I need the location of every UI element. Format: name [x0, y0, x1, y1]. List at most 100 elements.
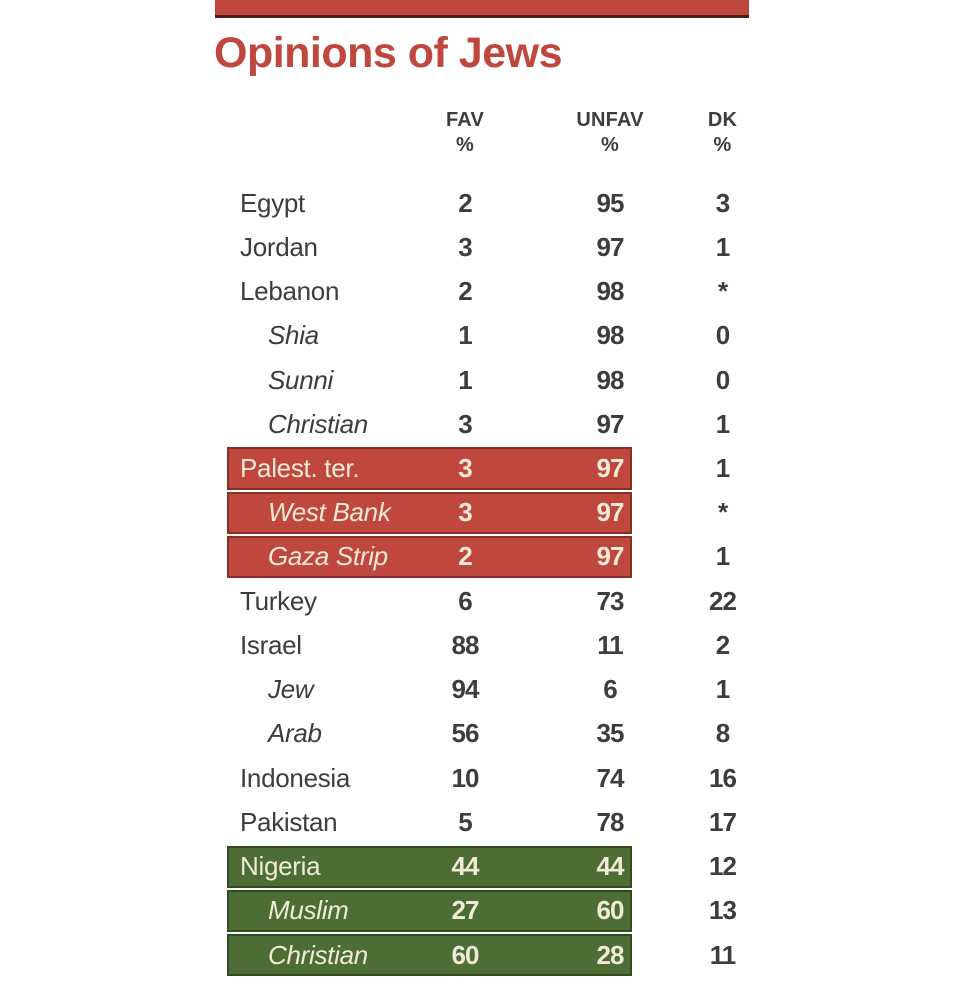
row-label: Palest. ter.	[240, 453, 360, 484]
row-label: Arab	[268, 718, 322, 749]
dk-value: 8	[715, 718, 731, 749]
table-header: FAV % UNFAV % DK %	[227, 108, 755, 166]
dk-value: 3	[715, 187, 731, 218]
page-title: Opinions of Jews	[214, 29, 563, 77]
dk-value: 22	[709, 585, 737, 616]
row-label: Gaza Strip	[268, 541, 388, 572]
fav-value: 5	[458, 806, 473, 837]
table-row: Turkey 6 73 22	[227, 579, 755, 623]
row-label: Christian	[268, 939, 368, 970]
unfav-value: 73	[596, 585, 625, 616]
fav-value: 3	[458, 453, 473, 484]
fav-value: 3	[458, 231, 473, 262]
table-row: Jew 94 6 1	[227, 668, 755, 712]
table-rows: Egypt 2 95 3 Jordan 3 97 1 Lebanon 2	[227, 181, 755, 978]
row-label: Nigeria	[240, 851, 321, 882]
column-header-unit: %	[713, 134, 732, 156]
fav-value: 2	[458, 541, 473, 572]
table-row: Jordan 3 97 1	[227, 225, 755, 269]
fav-value: 1	[458, 320, 473, 351]
unfav-value: 98	[596, 276, 625, 307]
unfav-value: 97	[596, 453, 625, 484]
fav-value: 10	[451, 762, 480, 793]
column-header-fav: FAV %	[430, 108, 500, 166]
dk-value: 12	[709, 851, 737, 882]
dk-value: 16	[709, 762, 737, 793]
row-label: Israel	[240, 629, 302, 660]
table-row: Indonesia 10 74 16	[227, 756, 755, 800]
fav-value: 44	[451, 851, 480, 882]
table-row: Christian 3 97 1	[227, 402, 755, 446]
unfav-value: 97	[596, 231, 625, 262]
dk-value: 13	[709, 895, 737, 926]
dk-value: 0	[715, 364, 731, 395]
row-highlight-box	[227, 447, 632, 490]
unfav-value: 97	[596, 541, 625, 572]
fav-value: 94	[451, 674, 480, 705]
row-label: Lebanon	[240, 276, 340, 307]
table-row: Palest. ter. 3 97 1	[227, 446, 755, 490]
row-label: Turkey	[240, 585, 317, 616]
row-label: Jordan	[240, 231, 318, 262]
table-row: Egypt 2 95 3	[227, 181, 755, 225]
top-accent-bar	[215, 0, 749, 18]
table-row: Gaza Strip 2 97 1	[227, 535, 755, 579]
row-label: Indonesia	[240, 762, 351, 793]
fav-value: 88	[451, 629, 480, 660]
unfav-value: 97	[596, 408, 625, 439]
dk-value: 1	[715, 408, 731, 439]
fav-value: 60	[451, 939, 480, 970]
row-label: Shia	[268, 320, 319, 351]
row-label: West Bank	[268, 497, 391, 528]
dk-value: *	[717, 276, 728, 307]
fav-value: 3	[458, 408, 473, 439]
row-highlight-box	[227, 535, 632, 579]
fav-value: 1	[458, 364, 473, 395]
table-row: Nigeria 44 44 12	[227, 845, 755, 889]
unfav-value: 6	[603, 674, 618, 705]
row-highlight-box	[227, 845, 632, 888]
unfav-value: 98	[596, 364, 625, 395]
row-label: Sunni	[268, 364, 333, 395]
dk-value: 1	[715, 231, 731, 262]
fav-value: 3	[458, 497, 473, 528]
table-row: Israel 88 11 2	[227, 623, 755, 667]
unfav-value: 97	[596, 497, 625, 528]
column-header-unfav: UNFAV %	[575, 108, 645, 166]
table-row: Christian 60 28 11	[227, 933, 755, 977]
row-label: Egypt	[240, 187, 305, 218]
fav-value: 6	[458, 585, 473, 616]
dk-value: 0	[715, 320, 731, 351]
unfav-value: 44	[596, 851, 625, 882]
fav-value: 56	[451, 718, 480, 749]
row-label: Muslim	[268, 895, 349, 926]
unfav-value: 78	[596, 806, 625, 837]
unfav-value: 95	[596, 187, 625, 218]
row-label: Christian	[268, 408, 368, 439]
fav-value: 27	[451, 895, 480, 926]
row-highlight-box	[227, 491, 632, 534]
column-header-unit: %	[456, 134, 474, 156]
row-label: Jew	[268, 674, 314, 705]
unfav-value: 28	[596, 939, 625, 970]
unfav-value: 74	[596, 762, 625, 793]
unfav-value: 11	[597, 629, 623, 660]
table-row: Lebanon 2 98 *	[227, 269, 755, 313]
table-row: Sunni 1 98 0	[227, 358, 755, 402]
table-row: Muslim 27 60 13	[227, 889, 755, 933]
column-header-label: FAV	[445, 109, 484, 131]
dk-value: 2	[715, 629, 731, 660]
fav-value: 2	[458, 276, 473, 307]
row-highlight-box	[227, 889, 632, 932]
dk-value: 1	[715, 453, 731, 484]
column-header-dk: DK %	[690, 108, 755, 166]
column-header-label: UNFAV	[576, 109, 644, 131]
row-label: Pakistan	[240, 806, 338, 837]
fav-value: 2	[458, 187, 473, 218]
table-row: Pakistan 5 78 17	[227, 800, 755, 844]
dk-value: 1	[715, 674, 731, 705]
table-row: West Bank 3 97 *	[227, 491, 755, 535]
dk-value: 1	[715, 541, 731, 572]
table-row: Arab 56 35 8	[227, 712, 755, 756]
